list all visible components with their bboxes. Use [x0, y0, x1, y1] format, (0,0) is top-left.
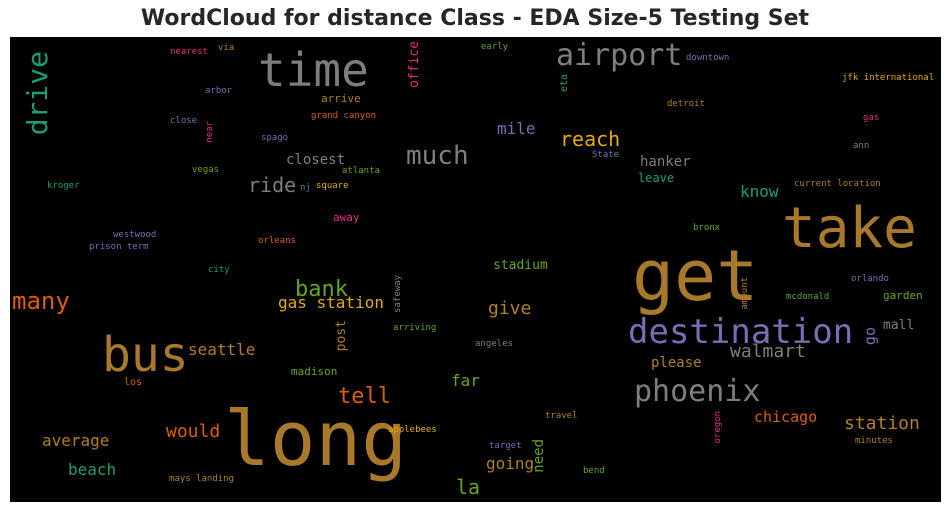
word-via: via — [218, 43, 235, 53]
word-please: please — [651, 355, 702, 371]
word-mays-landing: mays landing — [169, 474, 235, 484]
word-la: la — [456, 475, 481, 499]
word-much: much — [406, 141, 469, 171]
word-early: early — [481, 42, 509, 52]
word-garden: garden — [883, 289, 923, 302]
word-post: post — [334, 320, 349, 352]
word-ride: ride — [248, 173, 297, 197]
word-kroger: kroger — [47, 181, 80, 191]
word-los: los — [124, 377, 143, 388]
word-grand-canyon: grand canyon — [311, 111, 377, 121]
word-square: square — [316, 181, 349, 191]
word-travel: travel — [545, 411, 578, 421]
word-prison-term: prison term — [89, 242, 149, 252]
word-state: State — [592, 150, 620, 160]
word-safeway: safeway — [393, 275, 403, 313]
word-close: close — [170, 116, 198, 126]
word-orleans: orleans — [258, 236, 296, 246]
word-seattle: seattle — [188, 340, 256, 359]
word-walmart: walmart — [730, 341, 806, 362]
word-orlando: orlando — [851, 274, 889, 284]
word-mcdonald: mcdonald — [786, 292, 830, 302]
word-downtown: downtown — [686, 53, 730, 63]
word-city: city — [208, 265, 230, 275]
word-detroit: detroit — [667, 99, 705, 109]
word-mile: mile — [497, 119, 536, 138]
word-go: go — [861, 327, 879, 346]
word-average: average — [42, 431, 110, 450]
word-airport: airport — [556, 38, 683, 73]
word-eta: eta — [559, 74, 570, 93]
word-bend: bend — [583, 466, 605, 476]
word-arrive: arrive — [321, 92, 361, 105]
word-gas-station: gas station — [278, 293, 384, 312]
word-arbor: arbor — [205, 86, 233, 96]
word-destination: destination — [628, 312, 854, 352]
word-amount: amount — [740, 277, 750, 310]
word-closest: closest — [286, 152, 346, 168]
word-would: would — [166, 421, 221, 442]
word-away: away — [333, 211, 360, 224]
word-oregon: oregon — [713, 411, 723, 444]
word-drive: drive — [21, 51, 54, 136]
word-angeles: angeles — [475, 339, 513, 349]
word-stadium: stadium — [493, 258, 548, 273]
word-take: take — [782, 196, 917, 261]
word-minutes: minutes — [855, 436, 893, 446]
word-spago: spago — [261, 133, 289, 143]
word-beach: beach — [68, 460, 117, 479]
word-bronx: bronx — [693, 223, 721, 233]
wordcloud-panel: long get take bus time destination airpo… — [10, 37, 941, 502]
word-chicago: chicago — [754, 408, 818, 426]
word-long: long — [224, 394, 408, 483]
word-ann: ann — [853, 141, 870, 151]
word-office: office — [407, 41, 422, 88]
word-bank: bank — [295, 277, 348, 302]
word-current-location: current location — [794, 179, 881, 189]
word-need: need — [531, 439, 547, 473]
word-near: near — [205, 121, 215, 143]
word-far: far — [451, 371, 480, 390]
word-vegas: vegas — [192, 165, 220, 175]
word-applebees: applebees — [388, 425, 437, 435]
word-leave: leave — [638, 171, 675, 185]
word-target: target — [489, 441, 522, 451]
word-gas: gas — [863, 113, 880, 123]
word-nearest: nearest — [170, 47, 208, 57]
word-arriving: arriving — [393, 323, 437, 333]
word-bus: bus — [102, 327, 189, 383]
word-know: know — [740, 182, 779, 201]
word-hanker: hanker — [640, 154, 691, 170]
word-time: time — [258, 43, 369, 97]
word-jfk-international: jfk international — [842, 73, 935, 83]
word-tell: tell — [338, 384, 391, 409]
word-give: give — [488, 298, 532, 319]
word-mall: mall — [883, 318, 915, 333]
word-going: going — [486, 454, 535, 473]
word-get: get — [632, 235, 759, 317]
word-reach: reach — [560, 127, 621, 151]
word-madison: madison — [291, 365, 338, 378]
word-phoenix: phoenix — [634, 374, 761, 409]
word-many: many — [12, 287, 70, 315]
word-atlanta: atlanta — [342, 166, 380, 176]
word-station: station — [844, 413, 920, 434]
chart-title: WordCloud for distance Class - EDA Size-… — [140, 6, 810, 31]
word-nj: nj — [300, 183, 311, 193]
word-westwood: westwood — [113, 230, 157, 240]
